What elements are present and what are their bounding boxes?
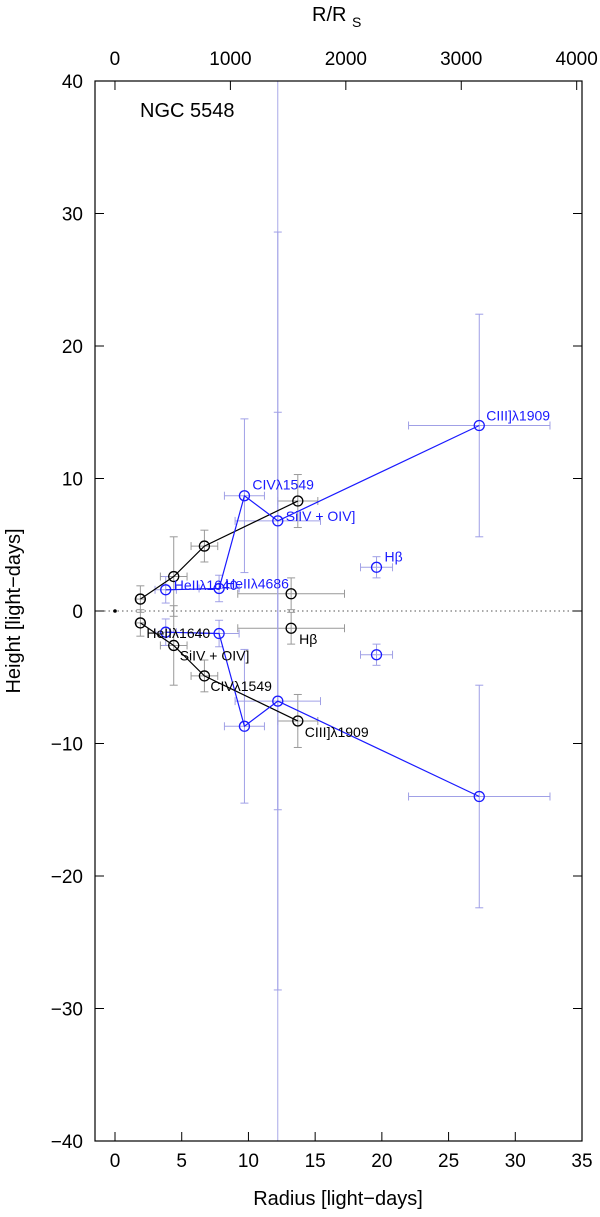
- series-line-black-upper: [140, 500, 299, 600]
- data-point: [292, 495, 304, 507]
- origin-point: [113, 609, 117, 613]
- chart-title: NGC 5548: [140, 100, 235, 122]
- top-axis-title-main: R/R: [312, 4, 346, 26]
- x2-tick-label: 1000: [209, 49, 251, 70]
- x2-tick-label: 3000: [440, 49, 482, 70]
- y-tick-label: 0: [72, 602, 83, 623]
- annotation-layer: CIII]λ1909 CIVλ1549 SiIV + OIV] Hβ HeIIλ1640…: [146, 408, 550, 740]
- x-tick-label: 35: [571, 1151, 592, 1172]
- data-point: [168, 639, 180, 652]
- point-label: HeIIλ1640: [146, 625, 210, 641]
- data-point: [160, 584, 172, 596]
- error-bar: [237, 611, 346, 645]
- y-tick-label: −40: [51, 1132, 83, 1153]
- data-point: [292, 715, 304, 727]
- data-point: [285, 588, 297, 600]
- point-label: HeIIλ4686: [225, 575, 289, 591]
- top-axis-title-sub: S: [352, 14, 361, 30]
- error-bar: [360, 643, 394, 666]
- data-point: [213, 627, 225, 640]
- point-label: SiIV + OIV]: [286, 508, 356, 524]
- data-point: [134, 593, 147, 605]
- x-tick-label: 10: [238, 1151, 259, 1172]
- guide-layer: [95, 81, 582, 1141]
- data-point: [370, 649, 383, 661]
- y-tick-label: 10: [62, 470, 83, 491]
- y-tick-label: −30: [51, 1000, 83, 1021]
- data-point: [238, 720, 251, 732]
- data-point: [238, 490, 251, 502]
- point-label: CIII]λ1909: [305, 724, 369, 740]
- point-label: CIVλ1549: [210, 678, 272, 694]
- error-bar: [237, 577, 346, 611]
- point-layer: [113, 419, 485, 803]
- x2-tick-label: 2000: [325, 49, 367, 70]
- y-tick-label: 40: [62, 72, 83, 93]
- point-label: Hβ: [299, 631, 317, 647]
- point-label: SiIV + OIV]: [180, 647, 250, 663]
- series-line-blue-lower: [165, 631, 480, 798]
- data-point: [213, 582, 225, 595]
- data-point: [285, 622, 297, 634]
- x-tick-label: 5: [176, 1151, 187, 1172]
- data-point: [473, 419, 485, 432]
- point-label: HeIIλ1640: [174, 577, 238, 593]
- data-point: [198, 670, 211, 682]
- data-point: [272, 515, 284, 527]
- data-point: [134, 617, 147, 629]
- x2-tick-label: 4000: [556, 49, 598, 70]
- data-point: [272, 695, 284, 707]
- data-point: [370, 561, 383, 573]
- y-axis-title: Height [light−days]: [3, 528, 25, 693]
- error-bar: [360, 556, 394, 579]
- x-axis-title: Radius [light−days]: [253, 1188, 423, 1210]
- axes-layer: 0 5 10 15 20 25 30 35 0 1000 2000 3000 4000 −40 −30 −20…: [51, 49, 598, 1172]
- x-tick-label: 15: [305, 1151, 326, 1172]
- x-tick-label: 0: [110, 1151, 121, 1172]
- data-point: [198, 540, 211, 552]
- point-label: Hβ: [385, 548, 403, 564]
- point-label: CIVλ1549: [252, 477, 314, 493]
- top-axis-title: R/R S: [312, 4, 361, 30]
- x-tick-label: 20: [371, 1151, 392, 1172]
- x2-tick-label: 0: [110, 49, 121, 70]
- y-tick-label: −10: [51, 735, 83, 756]
- y-tick-label: 20: [62, 337, 83, 358]
- series-line-layer: [140, 424, 480, 798]
- x-tick-label: 25: [438, 1151, 459, 1172]
- point-label: CIII]λ1909: [486, 408, 550, 424]
- y-tick-label: 30: [62, 205, 83, 226]
- x-tick-label: 30: [505, 1151, 526, 1172]
- data-point: [160, 626, 172, 638]
- data-point: [168, 570, 180, 583]
- series-line-black-lower: [140, 622, 299, 722]
- y-tick-label: −20: [51, 867, 83, 888]
- series-line-blue-upper: [165, 424, 480, 591]
- data-point: [473, 790, 485, 803]
